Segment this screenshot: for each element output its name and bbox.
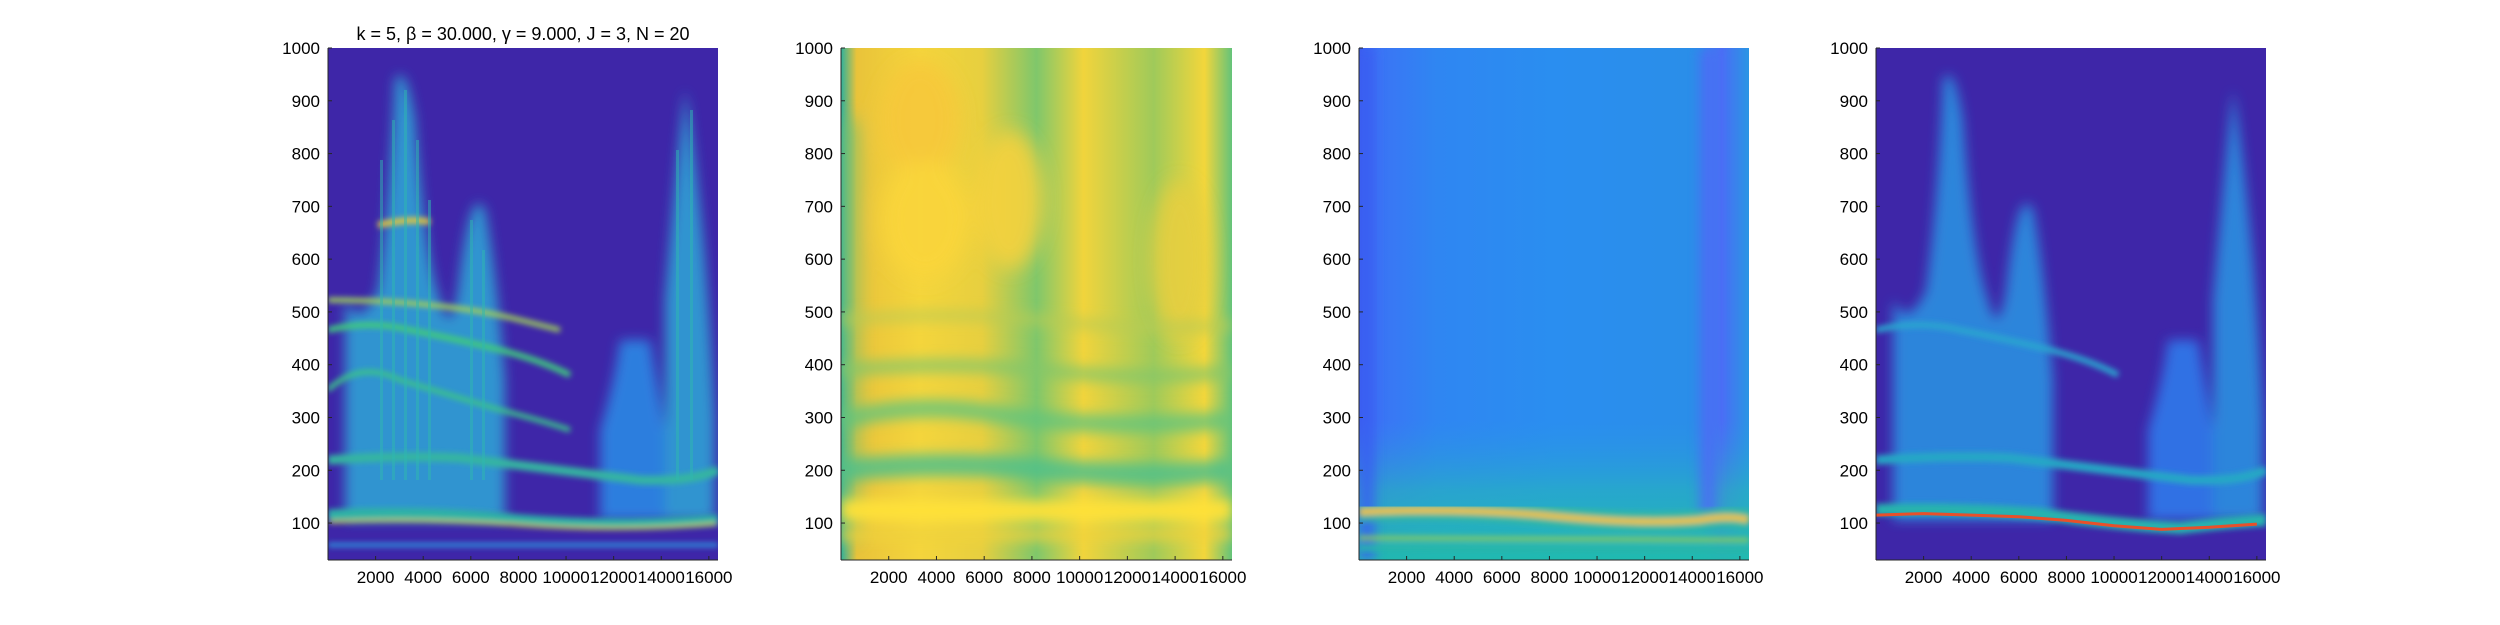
x-tick-label: 16000 [1199,568,1246,587]
y-tick-label: 500 [1840,303,1868,322]
x-tick-label: 8000 [2048,568,2086,587]
y-tick-label: 400 [1840,356,1868,375]
panel-2 [841,48,1232,560]
y-tick-label: 600 [1840,250,1868,269]
panel-2-heatmap [841,60,1232,541]
y-tick-label: 700 [1323,197,1351,216]
panel-4 [1876,48,2266,560]
y-tick-label: 200 [805,461,833,480]
x-tick-label: 4000 [404,568,442,587]
y-tick-label: 100 [805,514,833,533]
x-tick-label: 8000 [1013,568,1051,587]
x-tick-label: 10000 [1573,568,1620,587]
y-tick-label: 300 [805,408,833,427]
y-tick-label: 1000 [282,39,320,58]
y-tick-label: 900 [1323,92,1351,111]
y-tick-label: 1000 [1830,39,1868,58]
x-tick-label: 8000 [500,568,538,587]
y-tick-label: 200 [292,461,320,480]
x-tick-label: 12000 [2138,568,2185,587]
x-tick-label: 12000 [1621,568,1668,587]
panel-1 [328,48,718,560]
y-tick-label: 800 [1840,145,1868,164]
y-tick-label: 200 [1840,461,1868,480]
x-tick-label: 2000 [1388,568,1426,587]
x-tick-label: 2000 [1905,568,1943,587]
panel-4-ridge-line [1876,512,2258,531]
y-tick-label: 600 [292,250,320,269]
y-tick-label: 300 [1323,408,1351,427]
x-tick-label: 14000 [2186,568,2233,587]
y-tick-label: 500 [292,303,320,322]
x-tick-label: 2000 [357,568,395,587]
y-tick-label: 800 [805,145,833,164]
x-tick-label: 10000 [542,568,589,587]
x-tick-label: 12000 [590,568,637,587]
y-tick-label: 100 [292,514,320,533]
x-tick-label: 14000 [1151,568,1198,587]
x-tick-label: 8000 [1531,568,1569,587]
y-tick-label: 1000 [1313,39,1351,58]
y-tick-label: 300 [1840,408,1868,427]
y-tick-label: 400 [1323,356,1351,375]
x-tick-label: 6000 [965,568,1003,587]
y-tick-label: 600 [805,250,833,269]
y-tick-label: 100 [1323,514,1351,533]
y-tick-label: 800 [1323,145,1351,164]
panel-3 [1359,48,1749,560]
y-tick-label: 1000 [795,39,833,58]
y-tick-label: 700 [1840,197,1868,216]
x-tick-label: 10000 [2090,568,2137,587]
y-tick-label: 700 [292,197,320,216]
y-tick-label: 900 [805,92,833,111]
y-tick-label: 100 [1840,514,1868,533]
y-tick-label: 900 [292,92,320,111]
x-tick-label: 6000 [1483,568,1521,587]
y-tick-label: 500 [1323,303,1351,322]
y-tick-label: 300 [292,408,320,427]
y-tick-label: 700 [805,197,833,216]
y-tick-label: 400 [292,356,320,375]
y-tick-label: 800 [292,145,320,164]
x-tick-label: 6000 [2000,568,2038,587]
x-tick-label: 2000 [870,568,908,587]
x-tick-label: 16000 [2233,568,2280,587]
y-tick-label: 400 [805,356,833,375]
x-tick-label: 4000 [918,568,956,587]
axes-layer: 100 200 300 400 500 600 700 800 900 1000 2000 4000 6… [282,24,2280,587]
y-tick-label: 600 [1323,250,1351,269]
y-tick-label: 500 [805,303,833,322]
x-tick-label: 16000 [1716,568,1763,587]
panel-3-heatmap [1359,48,1749,560]
y-tick-label: 900 [1840,92,1868,111]
x-tick-label: 6000 [452,568,490,587]
x-tick-label: 4000 [1952,568,1990,587]
panel-1-heatmap [328,75,718,547]
x-tick-label: 16000 [685,568,732,587]
panel-4-heatmap [1876,75,2266,535]
x-tick-label: 12000 [1104,568,1151,587]
x-tick-label: 4000 [1435,568,1473,587]
x-tick-label: 10000 [1056,568,1103,587]
x-tick-label: 14000 [1669,568,1716,587]
y-tick-label: 200 [1323,461,1351,480]
x-tick-label: 14000 [638,568,685,587]
chart-title: k = 5, β = 30.000, γ = 9.000, J = 3, N =… [356,24,689,44]
